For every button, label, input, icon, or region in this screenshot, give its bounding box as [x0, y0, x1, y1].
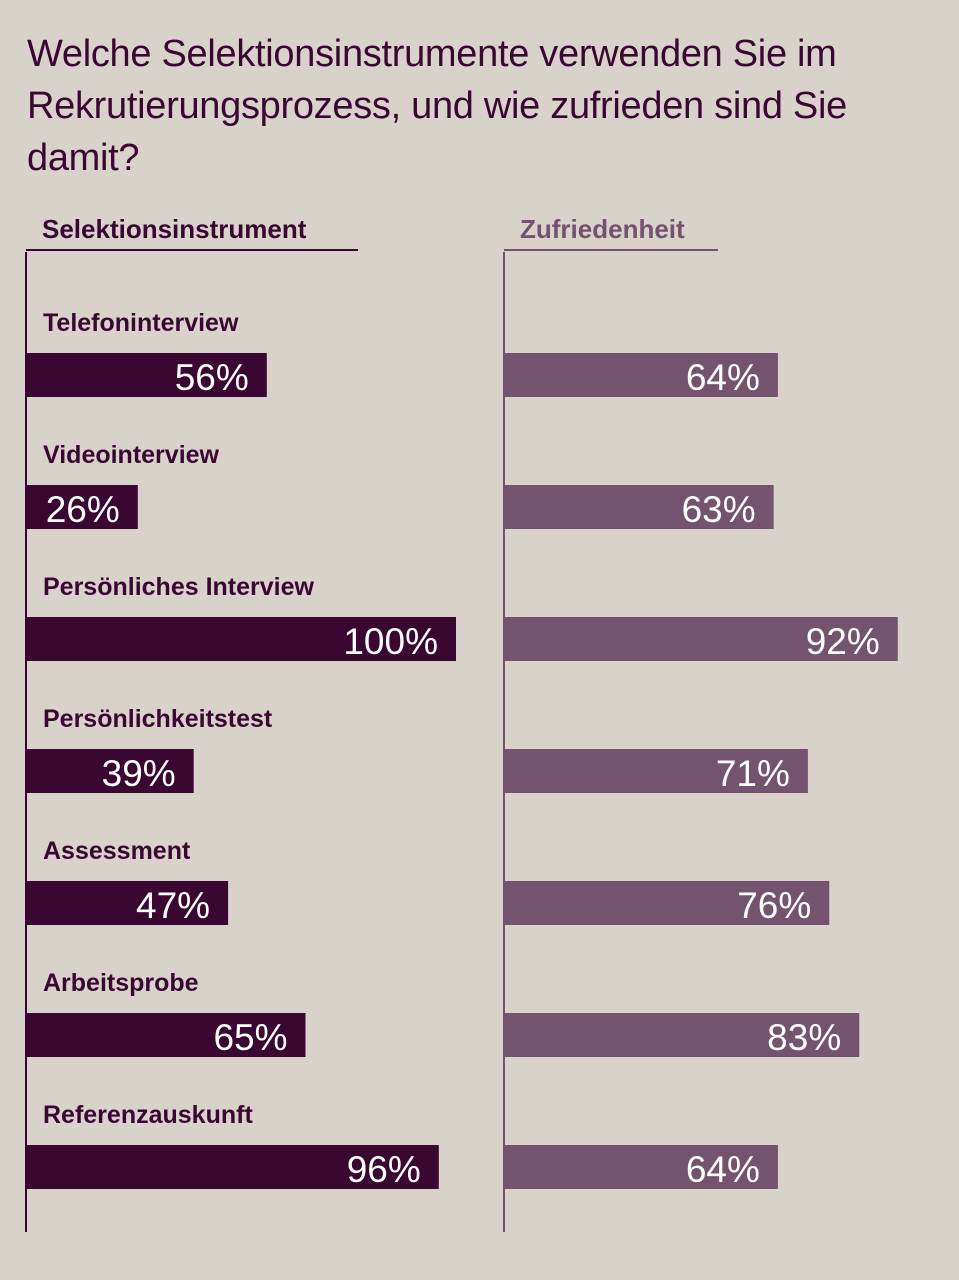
- satisfaction-value-label: 64%: [686, 1149, 760, 1190]
- satisfaction-value-label: 92%: [806, 621, 880, 662]
- usage-value-label: 65%: [213, 1017, 287, 1058]
- usage-bar: [26, 485, 138, 529]
- usage-bar: [26, 749, 194, 793]
- usage-bar: [26, 617, 456, 661]
- satisfaction-bar: [504, 881, 830, 925]
- usage-value-label: 100%: [343, 621, 438, 662]
- category-label: Persönlichkeitstest: [43, 705, 273, 733]
- category-label: Assessment: [43, 837, 191, 865]
- usage-bar: [26, 1145, 439, 1189]
- category-label: Videointerview: [43, 441, 220, 469]
- satisfaction-value-label: 71%: [716, 753, 790, 794]
- satisfaction-bar: [504, 617, 898, 661]
- satisfaction-bar: [504, 353, 778, 397]
- usage-bar: [26, 881, 229, 925]
- chart-title: Welche Selektionsinstrumente verwenden S…: [27, 33, 847, 179]
- satisfaction-column-header: Zufriedenheit: [520, 214, 685, 244]
- satisfaction-value-label: 64%: [686, 357, 760, 398]
- satisfaction-bar: [504, 1013, 860, 1057]
- satisfaction-bar: [504, 1145, 778, 1189]
- usage-value-label: 39%: [102, 753, 176, 794]
- usage-value-label: 56%: [175, 357, 249, 398]
- category-label: Telefoninterview: [43, 309, 239, 337]
- satisfaction-value-label: 83%: [767, 1017, 841, 1058]
- category-label: Arbeitsprobe: [43, 969, 199, 997]
- usage-value-label: 26%: [46, 489, 120, 530]
- category-label: Persönliches Interview: [43, 573, 315, 601]
- usage-bar: [26, 1013, 306, 1057]
- satisfaction-bar: [504, 485, 774, 529]
- satisfaction-bar: [504, 749, 808, 793]
- usage-value-label: 47%: [136, 885, 210, 926]
- usage-column-header: Selektionsinstrument: [42, 214, 307, 244]
- usage-bar: [26, 353, 267, 397]
- usage-value-label: 96%: [347, 1149, 421, 1190]
- satisfaction-value-label: 63%: [682, 489, 756, 530]
- satisfaction-value-label: 76%: [737, 885, 811, 926]
- category-label: Referenzauskunft: [43, 1101, 253, 1129]
